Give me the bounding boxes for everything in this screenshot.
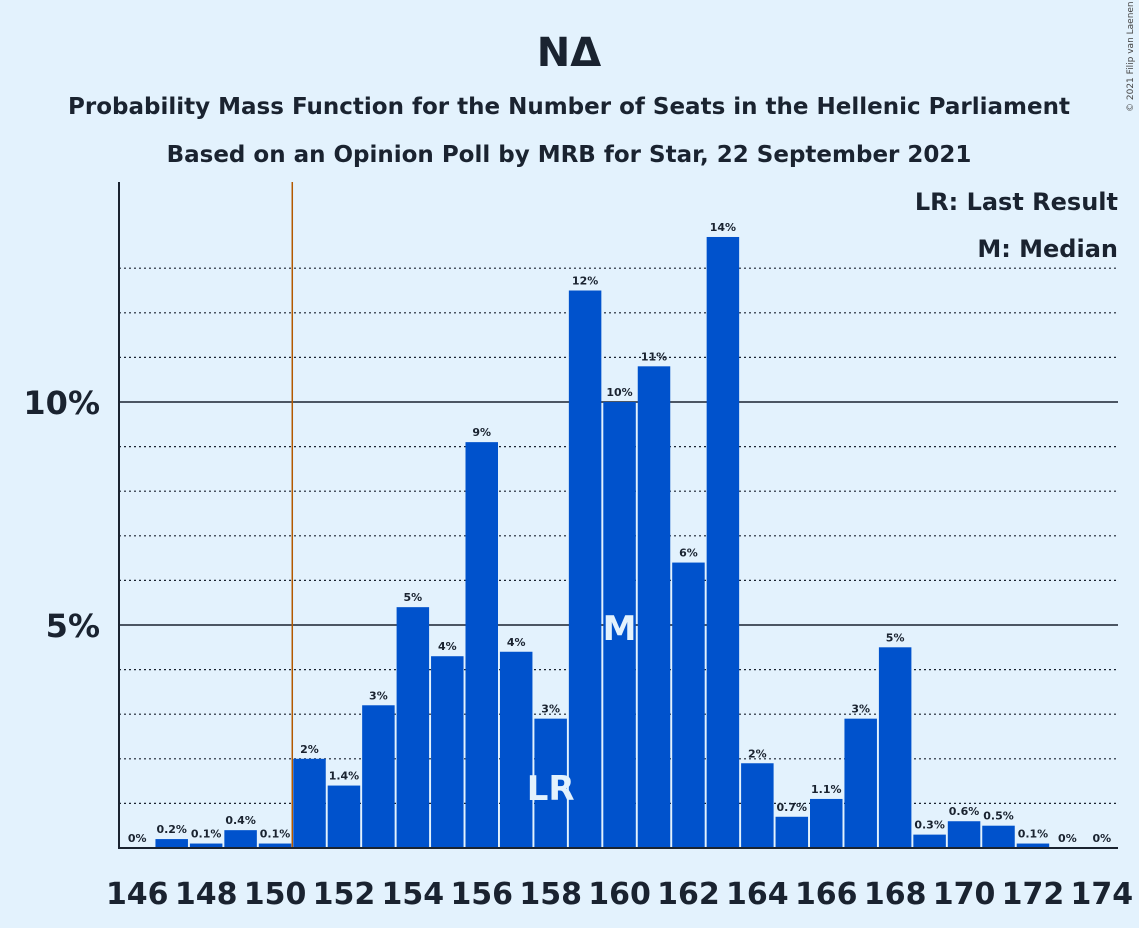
bar-seat-153 (362, 705, 395, 848)
median-mark: M (603, 609, 637, 649)
x-tick-label: 162 (657, 877, 720, 912)
chart-subtitle-line-2: Based on an Opinion Poll by MRB for Star… (167, 142, 972, 168)
y-tick-label: 10% (23, 384, 100, 422)
y-tick-label: 5% (46, 607, 100, 645)
x-tick-label: 164 (726, 877, 789, 912)
chart-title: ΝΔ (537, 30, 601, 76)
data-label-seat-173: 0% (1058, 832, 1077, 845)
data-label-seat-156: 9% (472, 426, 491, 439)
data-label-seat-167: 3% (851, 703, 870, 716)
bar-seat-162 (672, 562, 705, 848)
bar-seat-149 (224, 830, 257, 848)
data-labels: 0%0.2% 0.1%0.4%0.1%2%1.4%3%5%4%9%4%3%12%1… (128, 221, 1111, 845)
data-label-seat-154: 5% (404, 591, 423, 604)
bar-seat-165 (775, 816, 809, 848)
data-label-seat-148: 0.1% (191, 828, 222, 841)
x-tick-label: 174 (1071, 877, 1134, 912)
data-label-seat-174: 0% (1093, 832, 1112, 845)
data-label-seat-165: 0.7% (777, 801, 808, 814)
last-result-mark: LR (527, 769, 575, 809)
bar-seat-171 (982, 825, 1015, 848)
data-label-seat-157: 4% (507, 636, 526, 649)
bar-seat-163 (706, 236, 740, 849)
data-label-seat-170: 0.6% (949, 805, 980, 818)
bar-seat-166 (810, 798, 843, 848)
chart-subtitle-line-1: Probability Mass Function for the Number… (68, 94, 1070, 120)
data-label-seat-163: 14% (710, 221, 736, 234)
bar-seat-169 (913, 834, 946, 848)
data-label-seat-146: 0% (128, 832, 147, 845)
bar-seat-155 (431, 656, 464, 848)
x-tick-label: 166 (795, 877, 858, 912)
bar-seat-147 (155, 839, 188, 848)
bar-seat-160 (603, 402, 636, 848)
data-label-seat-160: 10% (606, 386, 632, 399)
legend-median: M: Median (977, 235, 1118, 263)
data-label-seat-155: 4% (438, 640, 457, 653)
data-label-seat-172: 0.1% (1018, 828, 1049, 841)
bar-seat-150 (258, 843, 292, 848)
data-label-seat-168: 5% (886, 631, 905, 644)
x-tick-label: 170 (933, 877, 996, 912)
copyright-notice: © 2021 Filip van Laenen (1126, 1, 1136, 112)
data-label-seat-161: 11% (641, 350, 667, 363)
data-label-seat-169: 0.3% (914, 819, 945, 832)
data-label-seat-166: 1.1% (811, 783, 842, 796)
x-tick-label: 148 (175, 877, 238, 912)
data-label-seat-171: 0.5% (983, 810, 1014, 823)
data-label-seat-149: 0.4% (225, 814, 256, 827)
bar-seat-148 (189, 843, 223, 848)
data-label-seat-152: 1.4% (329, 770, 360, 783)
x-tick-label: 172 (1002, 877, 1065, 912)
x-tick-label: 160 (588, 877, 651, 912)
bar-seat-151 (293, 758, 326, 848)
data-label-seat-151: 2% (300, 743, 319, 756)
bar-seat-164 (741, 763, 774, 848)
data-label-seat-162: 6% (679, 547, 698, 560)
bar-seat-158 (534, 718, 567, 848)
grid-lines (119, 267, 1118, 805)
legend-last-result: LR: Last Result (915, 188, 1118, 216)
bars (155, 236, 1050, 849)
data-label-seat-164: 2% (748, 747, 767, 760)
x-tick-label: 158 (519, 877, 582, 912)
data-label-seat-158: 3% (541, 703, 560, 716)
x-tick-label: 156 (450, 877, 513, 912)
bar-seat-161 (637, 366, 671, 848)
bar-seat-170 (947, 821, 981, 848)
axes: 5% 10% 146 148 150 152 154 156 158 160 162 164 166 16… (23, 182, 1133, 912)
bar-seat-152 (327, 785, 361, 848)
bar-seat-154 (396, 607, 430, 848)
x-tick-label: 152 (313, 877, 376, 912)
bar-seat-157 (499, 651, 533, 848)
x-tick-label: 146 (106, 877, 169, 912)
bar-seat-168 (878, 647, 912, 848)
data-label-seat-153: 3% (369, 689, 388, 702)
bar-seat-159 (568, 290, 602, 848)
x-tick-label: 168 (864, 877, 927, 912)
bar-seat-172 (1016, 843, 1050, 848)
data-label-seat-159: 12% (572, 275, 598, 288)
x-tick-label: 154 (382, 877, 445, 912)
bar-seat-156 (465, 442, 498, 848)
data-label-seat-147: 0.2% (156, 823, 187, 836)
x-tick-label: 150 (244, 877, 307, 912)
data-label-seat-150: 0.1% (260, 828, 291, 841)
bar-seat-167 (844, 718, 877, 848)
